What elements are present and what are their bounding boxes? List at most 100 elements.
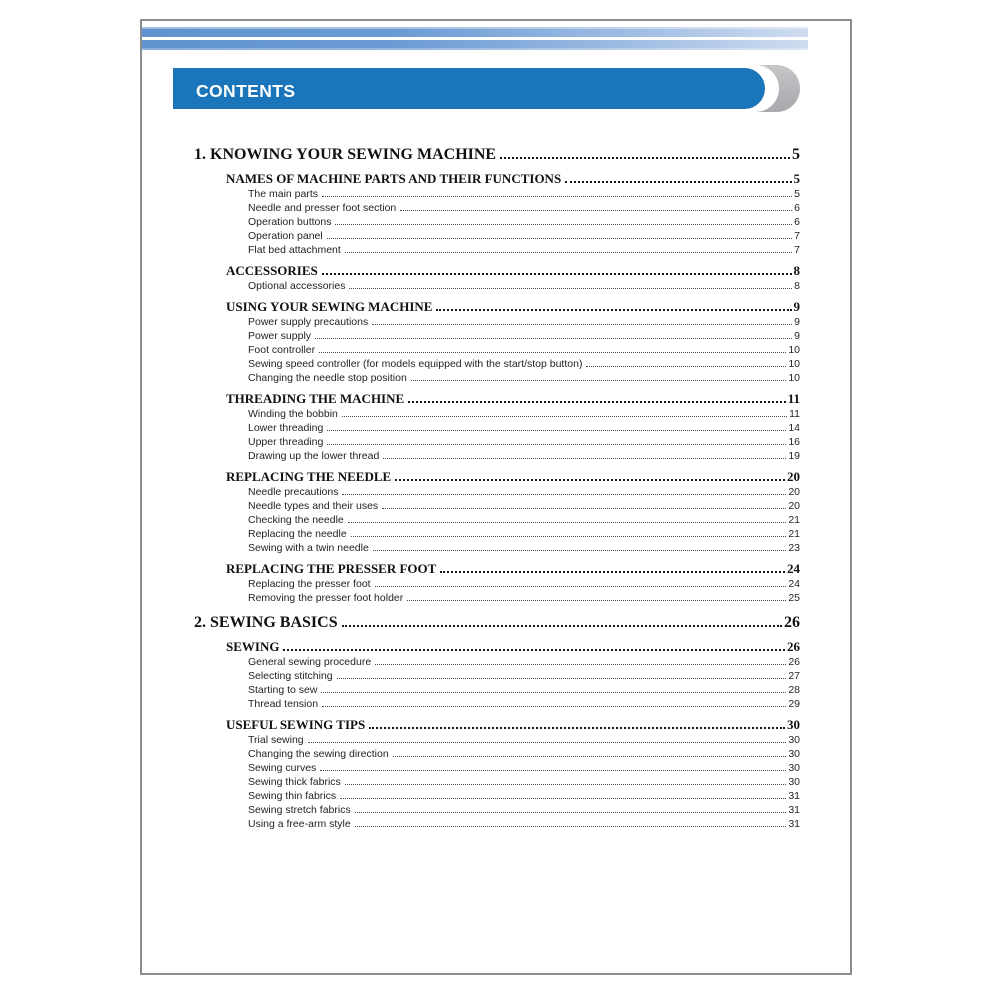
toc-entry-label: ACCESSORIES: [226, 263, 318, 278]
toc-entry-label: Flat bed attachment: [248, 244, 341, 256]
toc-entry-page: 6: [794, 216, 800, 228]
toc-entry-label: Power supply precautions: [248, 316, 369, 328]
top-gradient-stripe: [142, 27, 808, 50]
dot-leader: [372, 324, 793, 325]
toc-entry-page: 14: [788, 422, 800, 434]
toc-entry: Needle types and their uses 20: [142, 499, 850, 513]
toc-entry-label: Starting to sew: [248, 684, 318, 696]
dot-leader: [327, 444, 787, 445]
toc-entry-label: Winding the bobbin: [248, 408, 338, 420]
dot-leader: [326, 238, 793, 239]
toc-entry-label: REPLACING THE NEEDLE: [226, 469, 392, 484]
toc-entry-page: 6: [794, 202, 800, 214]
dot-leader: [440, 571, 785, 573]
toc-entry: The main parts 5: [142, 187, 850, 201]
dot-leader: [350, 536, 787, 537]
toc-entry-label: Operation panel: [248, 230, 323, 242]
toc-entry-page: 19: [788, 450, 800, 462]
toc-entry-page: 30: [788, 762, 800, 774]
toc-entry-label: NAMES OF MACHINE PARTS AND THEIR FUNCTIO…: [226, 171, 562, 186]
dot-leader: [407, 600, 787, 601]
toc-entry-label: Needle precautions: [248, 486, 339, 498]
toc-entry-page: 7: [794, 230, 800, 242]
toc-entry-page: 8: [794, 280, 800, 292]
dot-leader: [336, 678, 787, 679]
toc-entry-page: 24: [788, 578, 800, 590]
toc-entry-page: 9: [793, 299, 801, 314]
banner-blue-bar: CONTENTS: [173, 68, 765, 109]
toc-entry-page: 20: [788, 486, 800, 498]
toc-entry-label: Sewing speed controller (for models equi…: [248, 358, 583, 370]
toc-entry-label: Changing the needle stop position: [248, 372, 407, 384]
toc-entry: Power supply precautions 9: [142, 315, 850, 329]
dot-leader: [307, 742, 787, 743]
toc-entry-page: 5: [794, 188, 800, 200]
toc-entry-label: The main parts: [248, 188, 319, 200]
toc-entry-label: Foot controller: [248, 344, 316, 356]
toc-entry-page: 31: [788, 818, 800, 830]
dot-leader: [408, 401, 786, 403]
toc-entry: 2. SEWING BASICS 26: [142, 613, 850, 633]
dot-leader: [340, 798, 787, 799]
toc-entry: Starting to sew 28: [142, 683, 850, 697]
toc-entry-page: 7: [794, 244, 800, 256]
dot-leader: [354, 812, 787, 813]
dot-leader: [565, 181, 792, 183]
toc-entry-page: 9: [794, 330, 800, 342]
toc-entry-page: 9: [794, 316, 800, 328]
dot-leader: [410, 380, 787, 381]
page-title: CONTENTS: [196, 81, 296, 101]
toc-entry-page: 5: [792, 146, 800, 163]
toc-entry: THREADING THE MACHINE 11: [142, 391, 850, 407]
toc-entry: Foot controller 10: [142, 343, 850, 357]
toc-entry: REPLACING THE PRESSER FOOT 24: [142, 561, 850, 577]
toc-entry-label: SEWING: [226, 639, 280, 654]
dot-leader: [400, 210, 793, 211]
dot-leader: [322, 706, 787, 707]
toc-entry: Operation buttons 6: [142, 215, 850, 229]
toc-entry-label: Removing the presser foot holder: [248, 592, 404, 604]
toc-entry-page: 11: [787, 391, 800, 406]
toc-entry-label: Drawing up the lower thread: [248, 450, 380, 462]
toc-entry: Changing the needle stop position 10: [142, 371, 850, 385]
toc-entry: USEFUL SEWING TIPS 30: [142, 717, 850, 733]
toc-entry-label: Using a free-arm style: [248, 818, 351, 830]
toc-entry-label: Sewing thick fabrics: [248, 776, 341, 788]
toc-entry: Optional accessories 8: [142, 279, 850, 293]
toc-entry-label: Sewing curves: [248, 762, 317, 774]
toc-entry: Lower threading 14: [142, 421, 850, 435]
toc-entry-page: 26: [788, 656, 800, 668]
dot-leader: [341, 625, 782, 627]
contents-banner: CONTENTS: [173, 65, 823, 112]
dot-leader: [369, 727, 785, 729]
toc-entry-label: Power supply: [248, 330, 312, 342]
toc-entry-page: 26: [787, 639, 800, 654]
toc-entry-label: Sewing thin fabrics: [248, 790, 337, 802]
toc-entry-label: REPLACING THE PRESSER FOOT: [226, 561, 437, 576]
toc-entry-page: 31: [788, 804, 800, 816]
toc-entry-page: 16: [788, 436, 800, 448]
toc-entry-label: General sewing procedure: [248, 656, 372, 668]
toc-entry: Needle and presser foot section 6: [142, 201, 850, 215]
toc-entry: Sewing with a twin needle 23: [142, 541, 850, 555]
toc-entry-label: Needle types and their uses: [248, 500, 379, 512]
dot-leader: [319, 352, 787, 353]
dot-leader: [344, 252, 793, 253]
toc-entry: SEWING 26: [142, 639, 850, 655]
dot-leader: [320, 770, 787, 771]
toc-entry-label: Upper threading: [248, 436, 324, 448]
toc-entry-label: Trial sewing: [248, 734, 304, 746]
toc-entry-page: 20: [788, 500, 800, 512]
dot-leader: [586, 366, 787, 367]
toc-entry-label: Replacing the presser foot: [248, 578, 371, 590]
dot-leader: [383, 458, 787, 459]
toc-entry-label: Changing the sewing direction: [248, 748, 389, 760]
toc-entry-label: Needle and presser foot section: [248, 202, 397, 214]
toc-entry: Sewing speed controller (for models equi…: [142, 357, 850, 371]
toc-entry-label: Sewing with a twin needle: [248, 542, 369, 554]
dot-leader: [375, 664, 787, 665]
toc-entry-page: 30: [788, 776, 800, 788]
stripe-white-line: [142, 37, 808, 40]
toc-entry-page: 27: [788, 670, 800, 682]
dot-leader: [335, 224, 793, 225]
